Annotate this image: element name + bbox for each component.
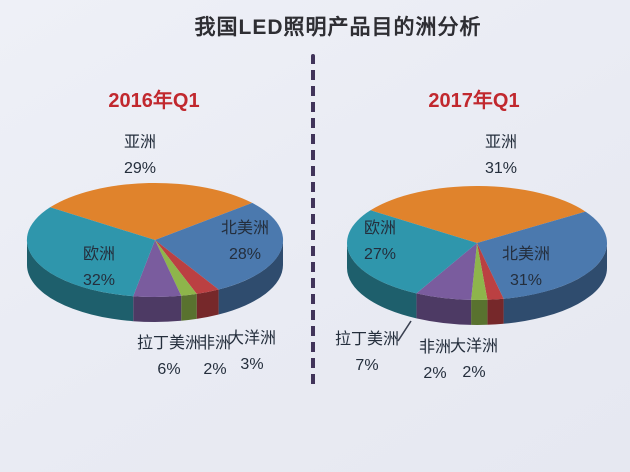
pie-chart-2017q1 (347, 185, 608, 325)
label-oceania-value: 2% (462, 364, 486, 381)
slice-north-america-side (218, 240, 284, 315)
label-africa-name: 非洲 (418, 339, 452, 356)
label-europe-value: 27% (363, 246, 397, 263)
slice-north-america (477, 211, 608, 299)
label-asia-value: 29% (123, 160, 157, 177)
label-latin-america-name: 拉丁美洲 (334, 331, 400, 348)
chart-2017q1-subtitle: 2017年Q1 (428, 90, 520, 112)
label-north-america-name: 北美洲 (220, 220, 270, 237)
label-oceania-name: 大洋洲 (449, 338, 499, 355)
slice-north-america (155, 202, 284, 290)
label-latin-america-value: 6% (157, 361, 181, 378)
slice-africa (471, 243, 488, 300)
slice-asia (370, 185, 586, 243)
label-oceania-value: 3% (240, 356, 264, 373)
label-north-america: 北美洲 28% (221, 216, 269, 268)
label-asia-name: 亚洲 (484, 134, 517, 151)
latin-america-leader-line (397, 320, 412, 342)
slice-north-america-side (503, 243, 607, 324)
label-africa-value: 2% (423, 365, 447, 382)
label-africa: 非洲 2% (199, 331, 231, 383)
slice-africa (155, 240, 197, 296)
slice-europe-side (347, 243, 417, 319)
label-asia: 亚洲 29% (124, 130, 156, 182)
slice-europe-side (26, 240, 134, 322)
chart-2016q1-subtitle: 2016年Q1 (108, 90, 200, 112)
label-europe-name: 欧洲 (82, 246, 115, 263)
label-latin-america-value: 7% (355, 357, 379, 374)
label-asia-value: 31% (484, 160, 518, 177)
slice-asia (50, 182, 253, 240)
label-europe-name: 欧洲 (363, 220, 396, 237)
slice-latin-america-side (133, 295, 182, 323)
page-title: 我国LED照明产品目的洲分析 (194, 16, 482, 39)
slice-latin-america (133, 240, 182, 298)
vertical-dashed-divider (311, 54, 315, 388)
label-asia-name: 亚洲 (123, 134, 156, 151)
label-north-america-value: 28% (228, 246, 262, 263)
label-oceania: 大洋洲 2% (450, 334, 498, 386)
label-north-america-value: 31% (509, 272, 543, 289)
label-latin-america-name: 拉丁美洲 (136, 335, 202, 352)
slice-oceania-side (196, 289, 219, 319)
label-oceania-name: 大洋洲 (227, 330, 277, 347)
label-latin-america: 拉丁美洲 7% (335, 327, 399, 379)
label-europe: 欧洲 27% (364, 216, 396, 268)
slice-latin-america (416, 243, 477, 300)
slice-oceania (155, 240, 219, 294)
label-north-america: 北美洲 31% (502, 242, 550, 294)
label-europe-value: 32% (82, 272, 116, 289)
pie-chart-2016q1 (26, 182, 284, 323)
label-latin-america: 拉丁美洲 6% (137, 331, 201, 383)
label-africa: 非洲 2% (419, 335, 451, 387)
label-europe: 欧洲 32% (83, 242, 115, 294)
label-asia: 亚洲 31% (485, 130, 517, 182)
label-oceania: 大洋洲 3% (228, 326, 276, 378)
label-africa-value: 2% (203, 361, 227, 378)
slice-africa-side (471, 299, 488, 325)
slice-oceania (477, 243, 504, 300)
slice-europe (26, 207, 155, 297)
slice-oceania-side (487, 298, 504, 325)
label-africa-name: 非洲 (198, 335, 232, 352)
slice-europe (347, 210, 477, 294)
slice-latin-america-side (416, 293, 472, 325)
label-north-america-name: 北美洲 (501, 246, 551, 263)
slice-africa-side (181, 293, 197, 321)
